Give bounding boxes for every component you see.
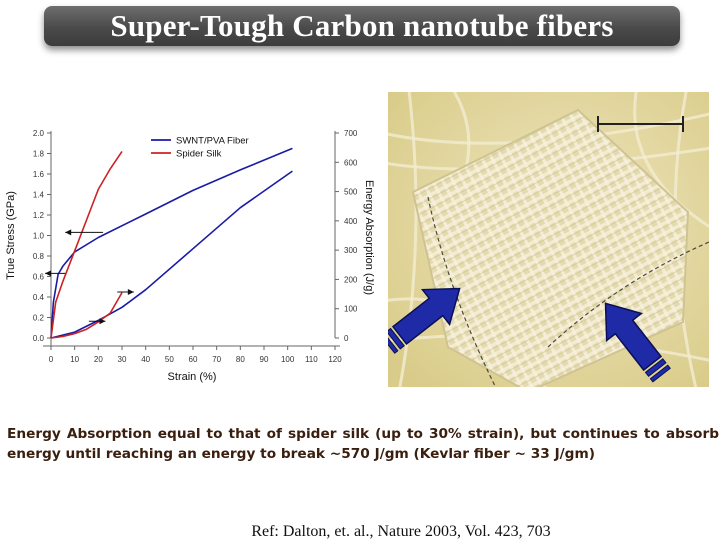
- stitch-line: [547, 241, 709, 348]
- loose-thread: [633, 92, 709, 229]
- x-tick-label: 100: [281, 355, 295, 364]
- y2-tick-label: 200: [344, 275, 358, 284]
- legend-label: SWNT/PVA Fiber: [176, 136, 249, 147]
- y-tick-label: 1.8: [33, 150, 45, 159]
- x-tick-label: 110: [305, 355, 318, 364]
- y-tick-label: 0.8: [33, 252, 45, 261]
- slide-title: Super-Tough Carbon nanotube fibers: [110, 8, 614, 43]
- arrow-right-tail: [644, 358, 667, 378]
- y2-tick-label: 700: [344, 129, 358, 138]
- y2-tick-label: 100: [344, 305, 358, 314]
- y-tick-label: 1.6: [33, 170, 45, 179]
- energy-axis-arrow-silk-head: [99, 318, 106, 325]
- x-tick-label: 70: [212, 355, 221, 364]
- x-tick-label: 40: [141, 355, 150, 364]
- reference-text: Ref: Dalton, et. al., Nature 2003, Vol. …: [251, 523, 551, 540]
- arrow-right-tail: [649, 364, 671, 383]
- y2-axis-title: Energy Absorption (J/g): [363, 180, 375, 295]
- photo-content: [388, 92, 709, 387]
- legend-label: Spider Silk: [176, 149, 222, 160]
- y-tick-label: 0.2: [33, 314, 45, 323]
- swnt-energy-curve: [50, 170, 293, 339]
- arrow-left-tail: [388, 327, 405, 350]
- x-tick-label: 90: [260, 355, 269, 364]
- stress-axis-arrow-swnt-head: [65, 229, 72, 236]
- spider-silk-energy-curve: [50, 292, 123, 339]
- y-tick-label: 0.4: [33, 293, 45, 302]
- y-tick-label: 1.0: [33, 232, 45, 241]
- arrow-left-body: [391, 287, 461, 346]
- stress-axis-arrow-silk-head: [45, 270, 52, 277]
- chart-svg: 0.0 0.2 0.4 0.6 0.8 1.0 1.2 1.4 1.6 1.8 2.0 0 10 20 30…: [5, 129, 375, 383]
- y-tick-label: 0.0: [33, 334, 45, 343]
- x-tick-label: 0: [49, 355, 54, 364]
- x-axis-title: Strain (%): [168, 371, 217, 383]
- y-axis-title: True Stress (GPa): [5, 191, 17, 280]
- x-tick-label: 80: [236, 355, 245, 364]
- caption-text: Energy Absorption equal to that of spide…: [7, 426, 719, 462]
- stress-strain-chart: 0.0 0.2 0.4 0.6 0.8 1.0 1.2 1.4 1.6 1.8 2.0 0 10 20 30…: [0, 118, 384, 388]
- y2-tick-label: 500: [344, 188, 358, 197]
- y2-tick-label: 300: [344, 246, 358, 255]
- fiber-weave-image: [388, 92, 709, 387]
- arrow-left-tail: [388, 332, 399, 354]
- y-tick-label: 2.0: [33, 129, 45, 138]
- y2-tick-label: 0: [344, 334, 349, 343]
- spider-silk-stress-curve: [50, 150, 123, 339]
- swnt-stress-curve: [50, 147, 293, 339]
- arrow-right-body: [604, 302, 663, 372]
- y2-tick-label: 400: [344, 217, 358, 226]
- x-tick-label: 120: [328, 355, 342, 364]
- x-tick-label: 20: [94, 355, 103, 364]
- loose-thread: [398, 92, 418, 387]
- fiber-weave-photo: [388, 92, 709, 387]
- x-tick-label: 60: [189, 355, 198, 364]
- y2-tick-label: 600: [344, 158, 358, 167]
- x-tick-label: 50: [165, 355, 174, 364]
- x-tick-label: 30: [118, 355, 127, 364]
- energy-axis-arrow-swnt-head: [127, 289, 134, 296]
- arrow-left: [388, 287, 461, 354]
- x-tick-label: 10: [70, 355, 79, 364]
- y-tick-label: 1.4: [33, 191, 45, 200]
- y-tick-label: 1.2: [33, 211, 45, 220]
- arrow-right: [604, 302, 671, 383]
- y-tick-label: 0.6: [33, 273, 45, 282]
- title-banner: Super-Tough Carbon nanotube fibers: [44, 6, 680, 46]
